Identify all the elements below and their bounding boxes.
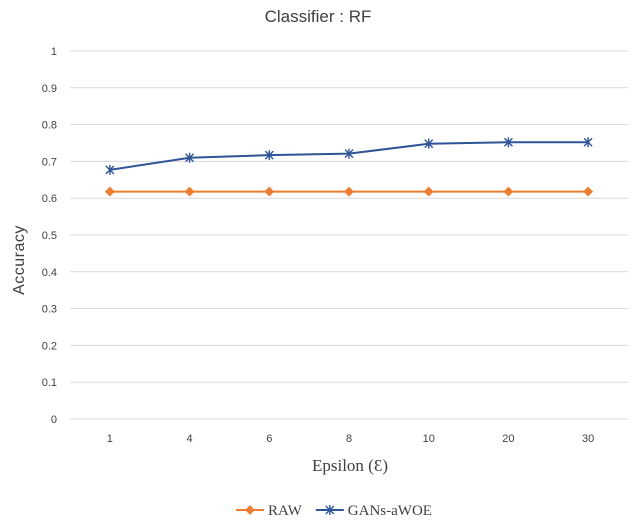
data-point	[583, 137, 593, 148]
data-point	[185, 152, 195, 163]
x-tick-label: 8	[346, 433, 352, 445]
x-tick-label: 4	[187, 433, 193, 445]
y-tick-label: 0.9	[42, 83, 57, 95]
y-axis-ticks: 0 0.1 0.2 0.3 0.4 0.5 0.6 0.7 0.8 0.9 1	[42, 46, 57, 426]
y-tick-label: 0	[51, 414, 57, 426]
data-point	[184, 186, 195, 197]
data-point	[264, 186, 275, 197]
legend-label: RAW	[268, 503, 303, 519]
x-tick-label: 30	[582, 433, 594, 445]
data-point	[105, 164, 115, 175]
y-tick-label: 1	[51, 46, 57, 58]
legend-label: GANs-aWOE	[348, 503, 432, 519]
y-tick-label: 0.2	[42, 340, 57, 352]
x-tick-label: 6	[266, 433, 272, 445]
series-raw	[104, 186, 594, 197]
y-axis-label: Accuracy	[11, 225, 28, 295]
y-tick-label: 0.7	[42, 156, 57, 168]
data-point	[325, 505, 335, 515]
series-gans-awoe	[105, 137, 593, 175]
y-tick-label: 0.6	[42, 193, 57, 205]
x-tick-label: 10	[423, 433, 435, 445]
series	[104, 137, 594, 197]
chart-title: Classifier : RF	[265, 7, 372, 26]
y-tick-label: 0.1	[42, 377, 57, 389]
data-point	[423, 186, 434, 197]
data-point	[344, 148, 354, 159]
legend-item: RAW	[236, 503, 303, 519]
data-point	[344, 186, 354, 197]
data-point	[245, 505, 255, 515]
x-tick-label: 1	[107, 433, 113, 445]
data-point	[583, 186, 594, 197]
data-point	[424, 138, 434, 149]
y-tick-label: 0.8	[42, 120, 57, 132]
x-tick-label: 20	[502, 433, 514, 445]
y-tick-label: 0.3	[42, 304, 57, 316]
grid	[70, 50, 628, 420]
data-point	[264, 150, 274, 161]
legend: RAW GANs-aWOE	[236, 503, 432, 519]
data-point	[104, 186, 115, 197]
y-tick-label: 0.4	[42, 267, 57, 279]
data-point	[503, 186, 514, 197]
x-axis-label: Epsilon (Ɛ)	[312, 456, 388, 475]
y-tick-label: 0.5	[42, 230, 57, 242]
legend-item: GANs-aWOE	[315, 503, 432, 519]
x-axis-ticks: 1 4 6 8 10 20 30	[107, 433, 594, 445]
data-point	[503, 137, 513, 148]
